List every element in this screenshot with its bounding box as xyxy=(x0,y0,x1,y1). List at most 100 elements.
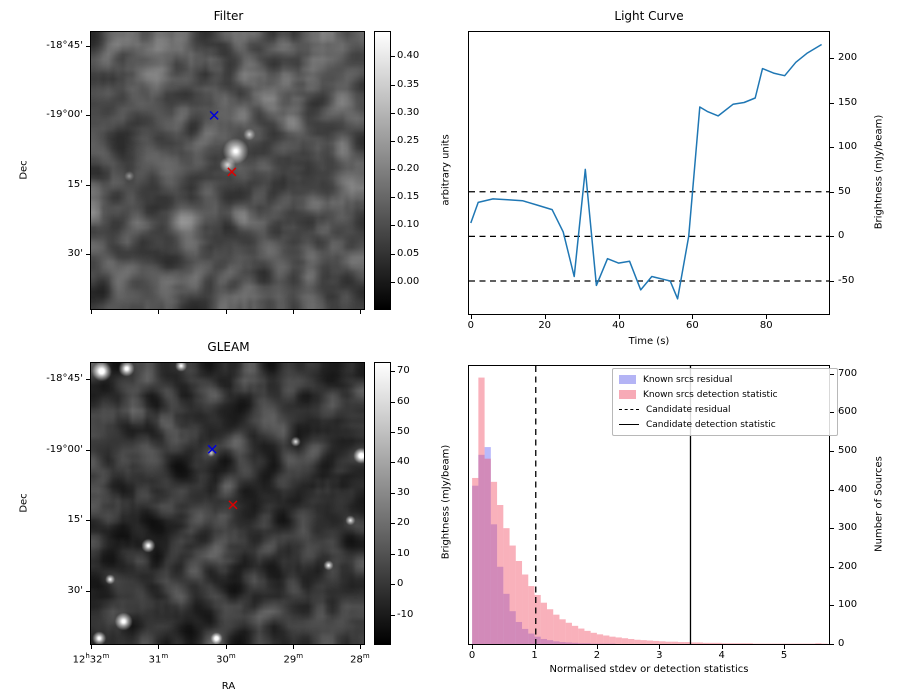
tick-mark xyxy=(86,450,90,452)
tick-label: 5 xyxy=(780,650,788,661)
light-curve-title: Light Curve xyxy=(614,9,684,23)
tick-mark xyxy=(225,645,227,649)
tick-label: 30' xyxy=(67,248,83,260)
tick-mark xyxy=(391,614,395,616)
tick-mark xyxy=(830,57,834,59)
tick-mark xyxy=(830,280,834,282)
filter-axes xyxy=(90,31,365,310)
tick-mark xyxy=(784,645,786,649)
tick-label: -19°00' xyxy=(46,444,83,456)
legend-item: Candidate residual xyxy=(619,402,831,417)
tick-mark xyxy=(830,102,834,104)
tick-mark xyxy=(391,401,395,403)
tick-mark xyxy=(391,197,395,199)
tick-label: 50 xyxy=(838,185,851,197)
tick-label: 20 xyxy=(397,517,410,529)
tick-label: 0 xyxy=(468,650,476,661)
tick-label: 0.15 xyxy=(397,191,420,203)
tick-mark xyxy=(830,191,834,193)
tick-label: 0 xyxy=(838,638,845,649)
tick-label: -50 xyxy=(838,274,855,286)
tick-mark xyxy=(225,310,227,314)
tick-label: -18°45' xyxy=(46,39,83,51)
legend-item: Known srcs residual xyxy=(619,372,831,387)
tick-label: 200 xyxy=(838,51,858,63)
tick-label: -10 xyxy=(397,608,414,620)
legend-item: Candidate detection statistic xyxy=(619,417,831,432)
legend-label: Candidate detection statistic xyxy=(646,419,776,430)
tick-label: 50 xyxy=(397,425,410,437)
tick-label: 2 xyxy=(593,650,601,661)
tick-mark xyxy=(830,450,834,452)
tick-mark xyxy=(91,310,92,314)
tick-mark xyxy=(86,45,90,47)
tick-mark xyxy=(830,528,834,530)
tick-mark xyxy=(86,519,90,521)
gleam-colorbar xyxy=(374,362,391,645)
tick-label: 60 xyxy=(397,395,410,407)
legend-patch-icon xyxy=(619,390,636,399)
tick-label: 100 xyxy=(838,599,858,611)
tick-label: 28m xyxy=(350,652,370,666)
tick-label: 1 xyxy=(531,650,538,661)
tick-mark xyxy=(391,431,395,433)
tick-label: 60 xyxy=(686,320,699,331)
tick-mark xyxy=(618,315,620,319)
tick-mark xyxy=(830,489,834,491)
tick-label: 100 xyxy=(838,141,858,153)
tick-mark xyxy=(830,566,834,568)
legend-label: Candidate residual xyxy=(646,404,731,415)
tick-label: 0.10 xyxy=(397,219,420,231)
tick-mark xyxy=(359,310,361,314)
tick-label: 30 xyxy=(397,486,410,498)
tick-label: 80 xyxy=(759,320,773,331)
light-curve-plot xyxy=(469,43,829,300)
tick-label: 15' xyxy=(67,513,83,525)
tick-mark xyxy=(534,645,536,649)
tick-label: 0.00 xyxy=(397,275,420,287)
filter-title: Filter xyxy=(213,9,244,23)
tick-mark xyxy=(86,184,90,186)
legend-dashed-line-icon xyxy=(619,409,639,410)
tick-label: 70 xyxy=(397,365,410,377)
tick-mark xyxy=(544,315,546,319)
filter-image xyxy=(91,32,364,309)
filter-ylabel: Dec xyxy=(18,160,30,180)
tick-label: 300 xyxy=(838,522,858,534)
tick-mark xyxy=(158,310,160,314)
tick-mark xyxy=(391,553,395,555)
tick-mark xyxy=(391,225,395,227)
tick-mark xyxy=(830,147,834,149)
tick-label: -18°45' xyxy=(46,372,83,384)
tick-mark xyxy=(470,315,472,319)
tick-mark xyxy=(391,56,395,58)
tick-mark xyxy=(391,140,395,142)
tick-mark xyxy=(391,584,395,586)
tick-mark xyxy=(86,378,90,380)
tick-mark xyxy=(391,281,395,283)
tick-mark xyxy=(391,371,395,373)
tick-label: 500 xyxy=(838,444,858,456)
tick-mark xyxy=(692,315,694,319)
filter-colorbar-label: arbitrary units xyxy=(440,134,452,206)
tick-label: 400 xyxy=(838,483,858,495)
tick-label: 0.30 xyxy=(397,106,420,118)
tick-mark xyxy=(830,373,834,375)
tick-label: 0.20 xyxy=(397,163,420,175)
tick-mark xyxy=(830,644,834,645)
legend-item: Known srcs detection statistic xyxy=(619,387,831,402)
tick-label: 12h32m xyxy=(72,652,110,666)
light-curve-ylabel: Brightness (mJy/beam) xyxy=(873,114,885,230)
gleam-image xyxy=(91,363,364,644)
legend-label: Known srcs residual xyxy=(643,374,733,385)
gleam-colorbar-label: Brightness (mJy/beam) xyxy=(440,444,452,560)
tick-mark xyxy=(86,115,90,117)
legend-solid-line-icon xyxy=(619,424,639,425)
tick-mark xyxy=(391,112,395,114)
tick-label: 0 xyxy=(397,578,404,590)
tick-label: 30m xyxy=(216,652,236,666)
gleam-markers-overlay xyxy=(207,444,238,510)
filter-colorbar xyxy=(374,31,391,310)
tick-mark xyxy=(391,523,395,525)
